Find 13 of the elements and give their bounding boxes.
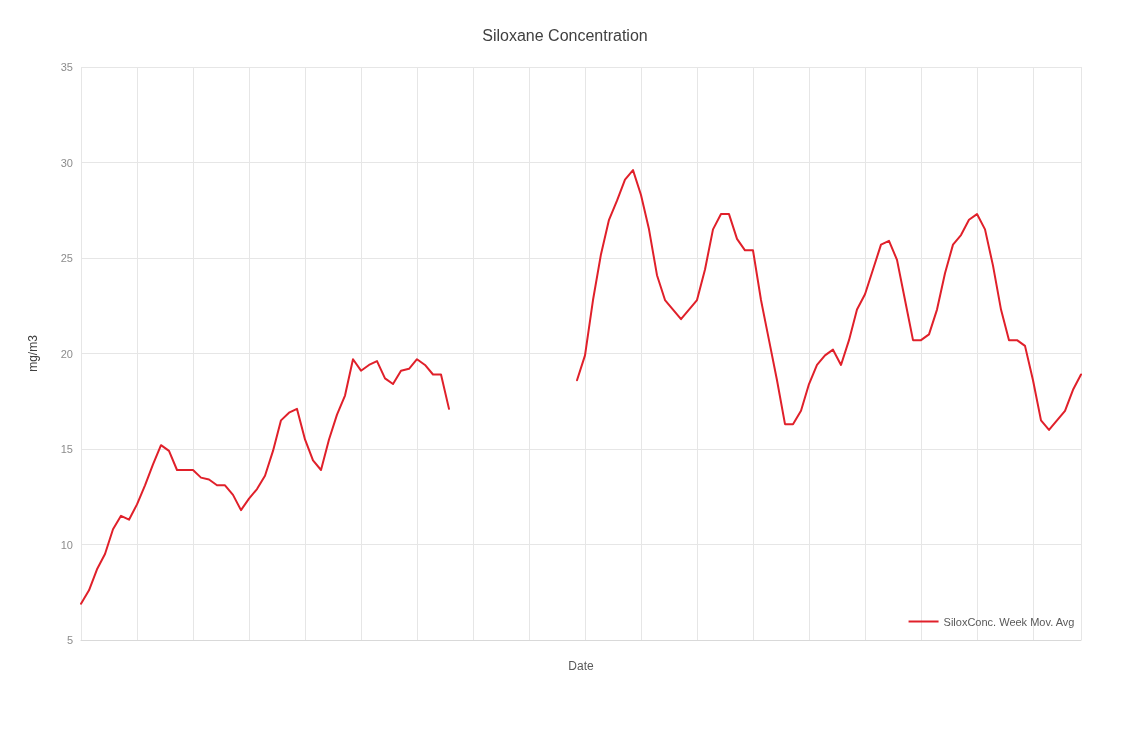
y-tick-label: 10 <box>60 538 73 551</box>
line-series <box>576 169 1082 431</box>
legend-label: SiloxConc. Week Mov. Avg <box>943 615 1075 628</box>
y-tick-label: 5 <box>66 634 73 646</box>
y-tick-label: 35 <box>60 61 73 73</box>
y-tick-label: 25 <box>60 252 73 264</box>
y-axis-title: mg/m3 <box>26 334 40 372</box>
y-tick-label: 30 <box>60 156 73 169</box>
chart-title: Siloxane Concentration <box>482 26 648 44</box>
y-tick-label: 20 <box>60 347 73 360</box>
line-series <box>80 358 450 605</box>
x-axis-title: Date <box>568 659 594 673</box>
y-tick-label: 15 <box>60 443 73 455</box>
